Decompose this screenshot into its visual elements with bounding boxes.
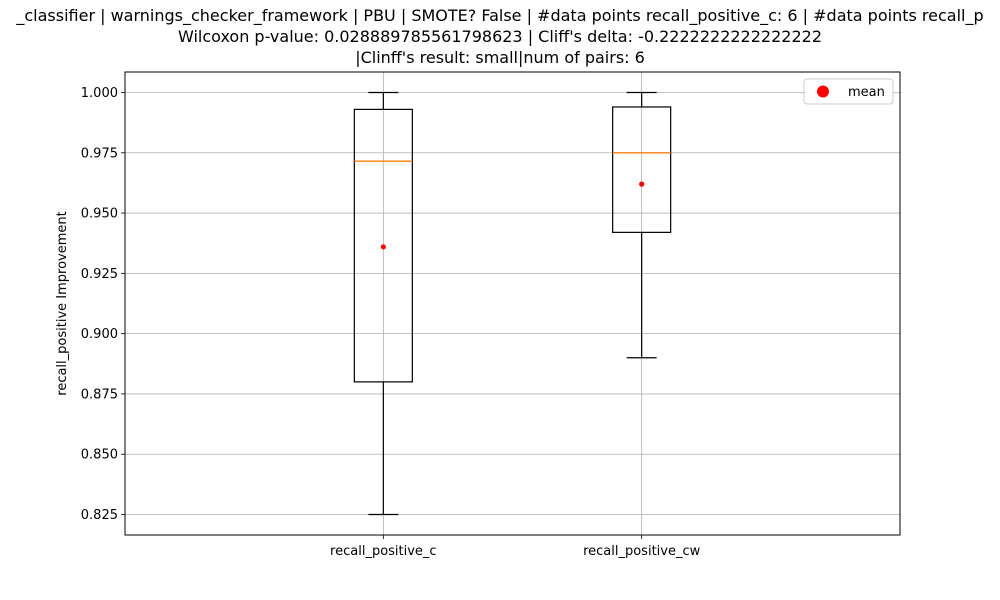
y-tick-label: 0.900 [81, 327, 118, 342]
data-layer [353, 91, 672, 516]
y-tick-label: 0.850 [81, 448, 118, 463]
mean-marker [380, 244, 386, 250]
grid-layer [125, 72, 900, 535]
legend: mean [803, 78, 894, 105]
y-tick-label: 0.950 [81, 207, 118, 222]
y-tick-label: 0.825 [81, 508, 118, 523]
x-tick-label: recall_positive_c [330, 544, 437, 559]
legend-box [803, 78, 894, 105]
box-recall_positive_cw [612, 91, 672, 359]
y-tick-label: 0.975 [81, 146, 118, 161]
mean-marker [639, 181, 645, 187]
iqr-box [353, 108, 413, 383]
y-tick-label: 0.875 [81, 387, 118, 402]
y-axis-label: recall_positive Improvement [55, 211, 70, 395]
legend-mean-label: mean [848, 85, 885, 100]
iqr-box [612, 106, 672, 233]
legend-mean-marker [817, 85, 829, 98]
y-tick-label: 0.925 [81, 267, 118, 282]
chart-title-line-3: |Clinff's result: small|num of pairs: 6 [355, 48, 645, 67]
x-tick-label: recall_positive_cw [583, 544, 701, 559]
y-tick-label: 1.000 [81, 86, 118, 101]
box-recall_positive_c [353, 91, 413, 516]
chart-title-line-1: _classifier | warnings_checker_framework… [16, 6, 984, 25]
plot-frame [124, 71, 901, 536]
chart-title-line-2: Wilcoxon p-value: 0.028889785561798623 |… [177, 27, 822, 46]
axis-layer: 0.825 0.850 0.875 0.900 0.925 0.950 0.975 1.000… [81, 86, 701, 559]
